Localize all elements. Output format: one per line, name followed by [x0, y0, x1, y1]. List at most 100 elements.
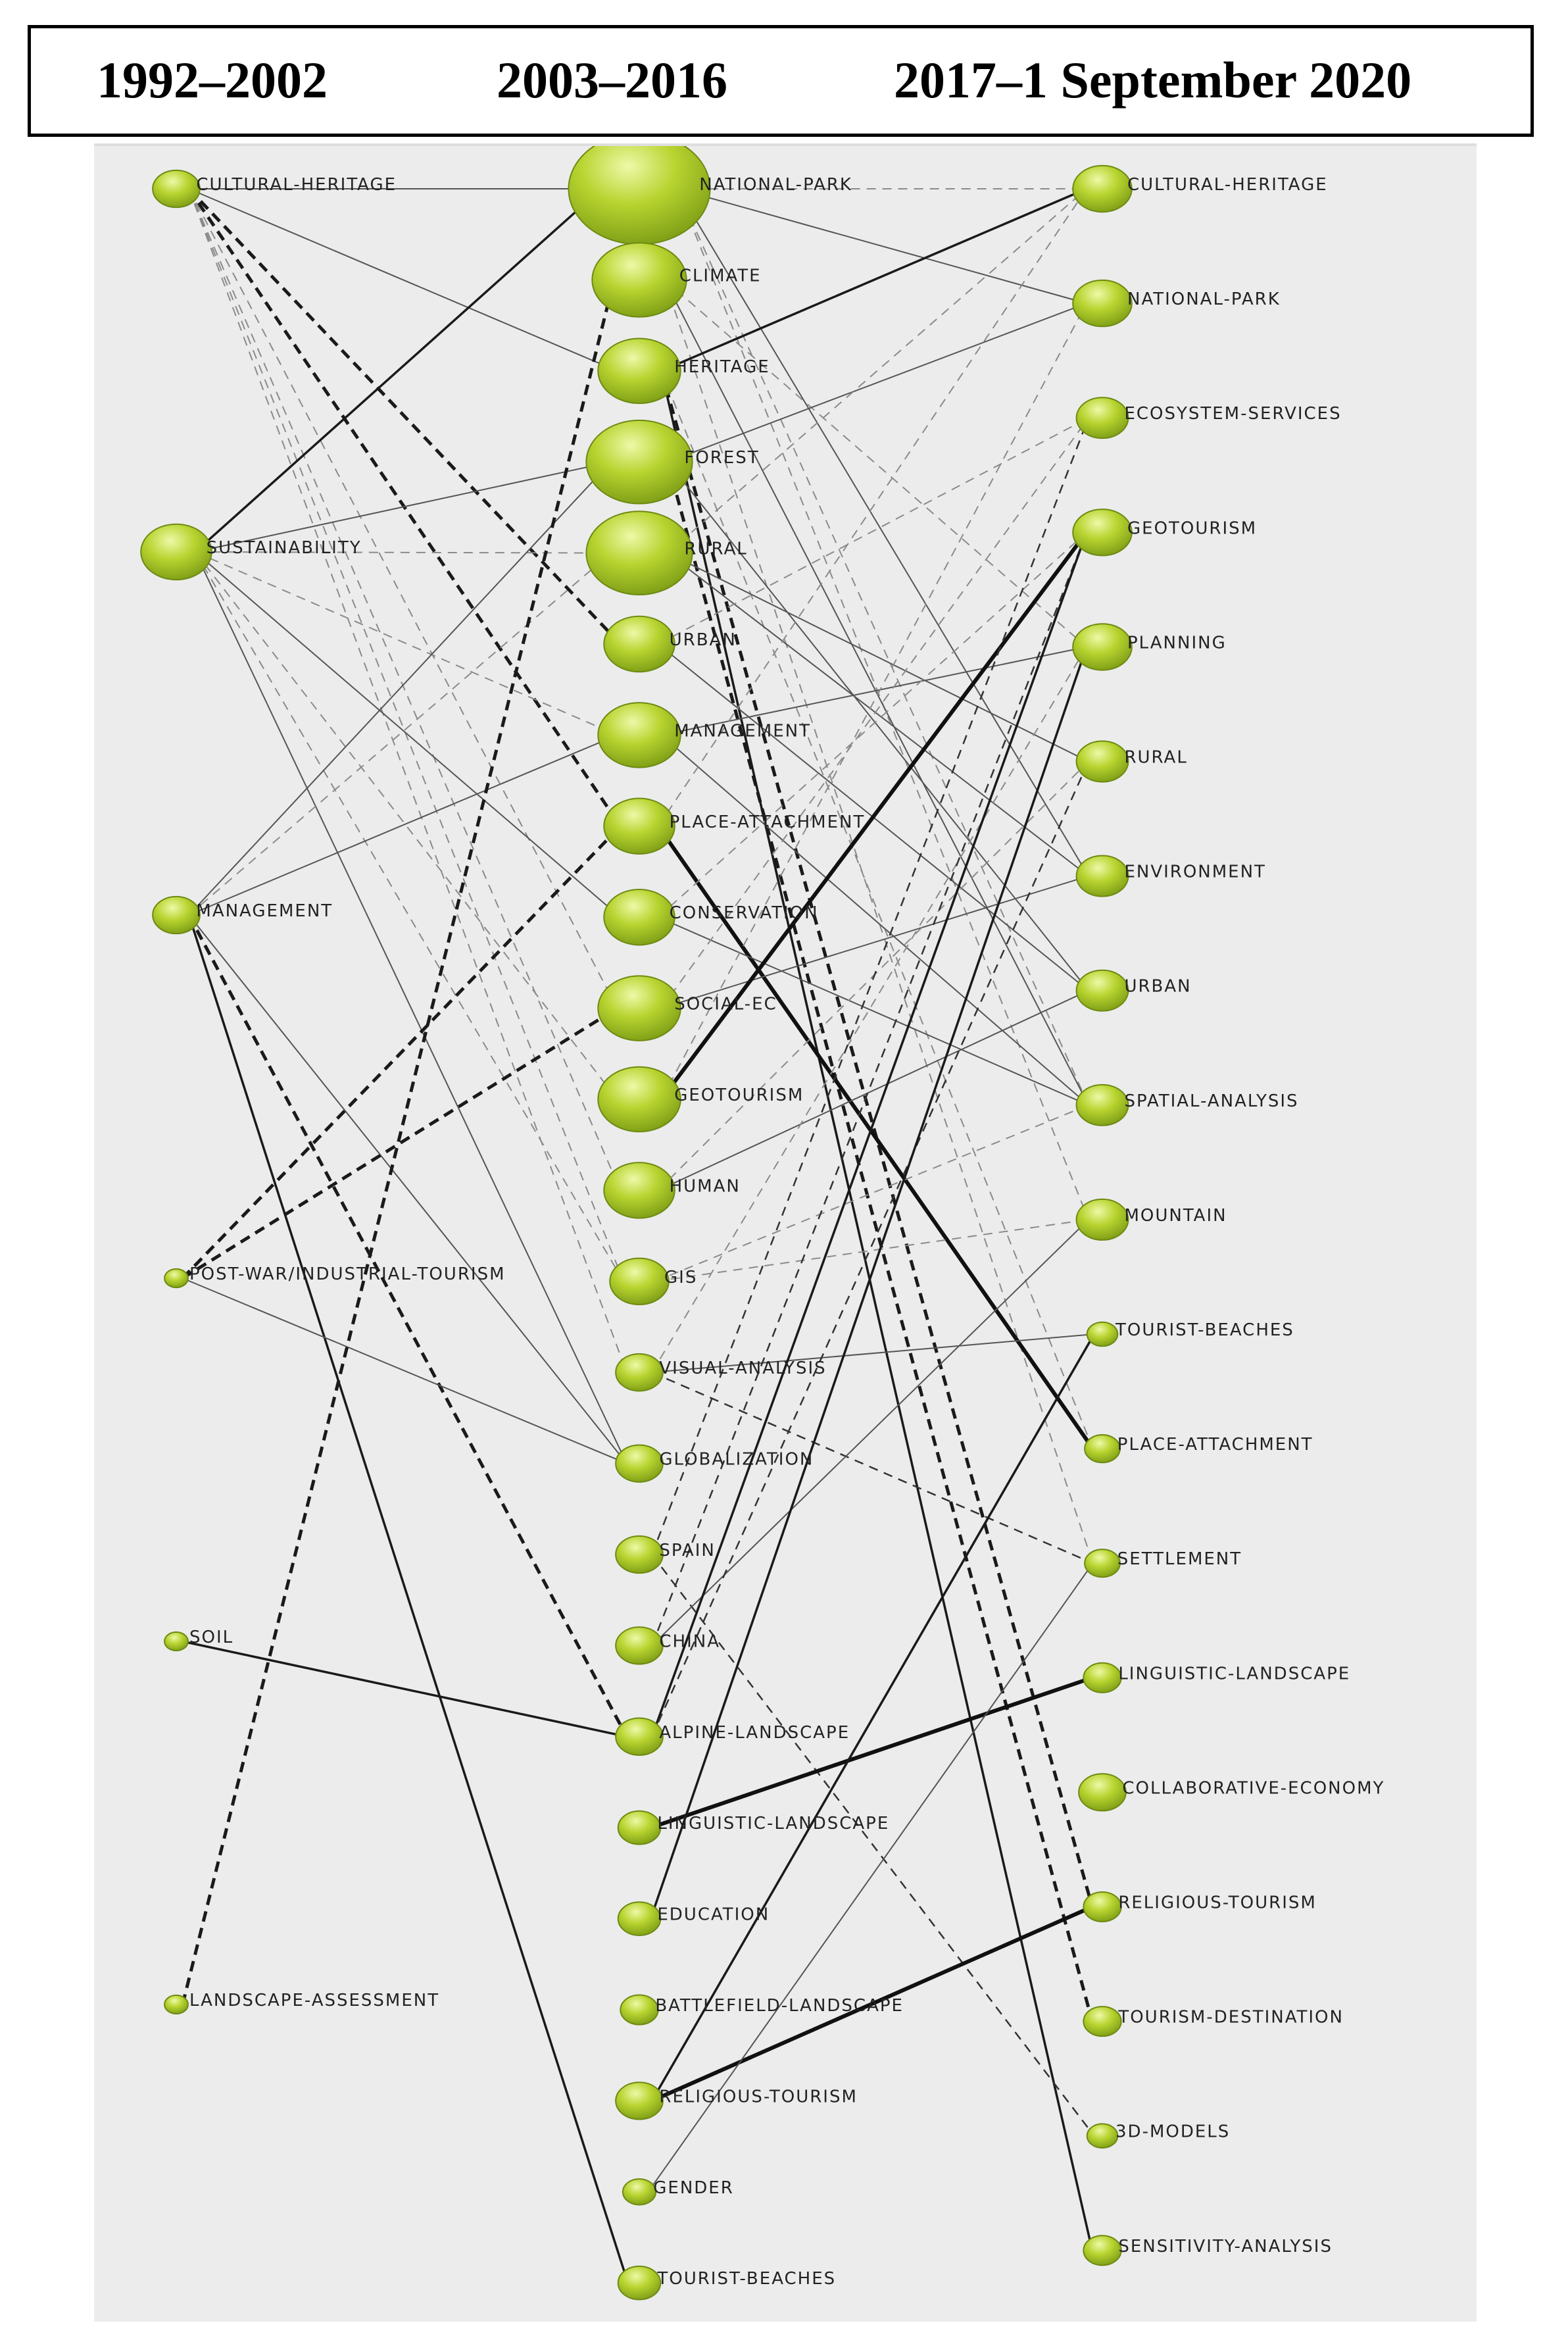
- node-circle[interactable]: [622, 2178, 657, 2206]
- node-circle[interactable]: [1072, 164, 1133, 213]
- node-circle[interactable]: [1086, 2123, 1119, 2149]
- node-c1-cultural-heritage[interactable]: CULTURAL-HERITAGE: [152, 169, 397, 209]
- node-circle[interactable]: [585, 419, 693, 505]
- node-circle[interactable]: [164, 1268, 189, 1289]
- node-circle[interactable]: [603, 615, 675, 673]
- node-circle[interactable]: [1072, 509, 1133, 557]
- node-c2-spain[interactable]: SPAIN: [615, 1535, 716, 1574]
- node-c2-education[interactable]: EDUCATION: [617, 1901, 770, 1936]
- node-c3-religious-tourism[interactable]: RELIGIOUS-TOURISM: [1083, 1891, 1317, 1923]
- node-circle[interactable]: [1072, 623, 1133, 671]
- node-circle[interactable]: [1084, 1549, 1121, 1578]
- node-c2-geotourism[interactable]: GEOTOURISM: [597, 1066, 804, 1133]
- node-circle[interactable]: [1075, 397, 1129, 439]
- node-circle[interactable]: [1078, 1773, 1127, 1812]
- node-c3-environment[interactable]: ENVIRONMENT: [1075, 855, 1266, 897]
- node-circle[interactable]: [585, 511, 693, 595]
- node-c3-cultural-heritage[interactable]: CULTURAL-HERITAGE: [1072, 164, 1328, 213]
- node-circle[interactable]: [152, 169, 201, 209]
- period-header: 1992–2002 2003–2016 2017–1 September 202…: [28, 25, 1534, 137]
- node-c2-visual-analysis[interactable]: VISUAL-ANALYSIS: [615, 1353, 826, 1392]
- node-circle[interactable]: [1075, 855, 1129, 897]
- node-c2-conservation[interactable]: CONSERVATION: [603, 888, 818, 946]
- node-circle[interactable]: [152, 895, 201, 935]
- node-circle[interactable]: [615, 2081, 664, 2120]
- node-circle[interactable]: [615, 1444, 664, 1483]
- node-c3-3d-models[interactable]: 3D-MODELS: [1086, 2122, 1231, 2149]
- node-c3-mountain[interactable]: MOUNTAIN: [1075, 1198, 1227, 1241]
- node-circle[interactable]: [609, 1257, 670, 1306]
- node-circle[interactable]: [1086, 1321, 1119, 1347]
- node-c3-sensitivity-analysis[interactable]: SENSITIVITY-ANALYSIS: [1083, 2235, 1333, 2266]
- node-c2-urban[interactable]: URBAN: [603, 615, 737, 673]
- node-circle[interactable]: [603, 797, 675, 855]
- node-circle[interactable]: [617, 2265, 662, 2301]
- node-circle[interactable]: [1083, 2006, 1122, 2037]
- node-c3-rural[interactable]: RURAL: [1075, 740, 1188, 783]
- node-c3-ecosystem-services[interactable]: ECOSYSTEM-SERVICES: [1075, 397, 1342, 439]
- node-c3-national-park[interactable]: NATIONAL-PARK: [1072, 279, 1281, 328]
- node-circle[interactable]: [597, 702, 681, 768]
- node-circle[interactable]: [1084, 1433, 1121, 1464]
- node-circle[interactable]: [597, 337, 681, 405]
- node-circle[interactable]: [597, 1066, 681, 1133]
- node-circle[interactable]: [615, 1535, 664, 1574]
- node-c2-climate[interactable]: CLIMATE: [591, 242, 761, 318]
- node-circle[interactable]: [603, 1162, 675, 1219]
- node-circle[interactable]: [615, 1353, 664, 1392]
- node-c3-place-attachment[interactable]: PLACE-ATTACHMENT: [1084, 1433, 1313, 1464]
- node-circle[interactable]: [1075, 1084, 1129, 1126]
- node-circle[interactable]: [1083, 1662, 1122, 1693]
- node-c3-tourism-destination[interactable]: TOURISM-DESTINATION: [1083, 2006, 1344, 2037]
- node-c2-globalization[interactable]: GLOBALIZATION: [615, 1444, 814, 1483]
- node-c1-sustainability[interactable]: SUSTAINABILITY: [140, 523, 361, 581]
- node-circle[interactable]: [597, 975, 681, 1041]
- node-circle[interactable]: [1075, 969, 1129, 1012]
- node-c1-post-war-industrial-tourism[interactable]: POST-WAR/INDUSTRIAL-TOURISM: [164, 1264, 505, 1289]
- node-circle[interactable]: [603, 888, 675, 946]
- node-circle[interactable]: [591, 242, 687, 318]
- node-c3-spatial-analysis[interactable]: SPATIAL-ANALYSIS: [1075, 1084, 1299, 1126]
- node-c2-management[interactable]: MANAGEMENT: [597, 702, 811, 768]
- node-circle[interactable]: [617, 1901, 662, 1936]
- node-circle[interactable]: [1083, 1891, 1122, 1923]
- node-c2-human[interactable]: HUMAN: [603, 1162, 741, 1219]
- node-c2-rural[interactable]: RURAL: [585, 511, 747, 595]
- node-c2-religious-tourism[interactable]: RELIGIOUS-TOURISM: [615, 2081, 858, 2120]
- node-c2-alpine-landscape[interactable]: ALPINE-LANDSCAPE: [615, 1717, 850, 1756]
- node-c3-collaborative-economy[interactable]: COLLABORATIVE-ECONOMY: [1078, 1773, 1384, 1812]
- node-circle[interactable]: [1075, 1198, 1129, 1241]
- node-c2-forest[interactable]: FOREST: [585, 419, 759, 505]
- node-c3-linguistic-landscape[interactable]: LINGUISTIC-LANDSCAPE: [1083, 1662, 1350, 1693]
- node-c1-soil[interactable]: SOIL: [164, 1628, 233, 1652]
- node-circle[interactable]: [164, 1631, 189, 1652]
- node-c3-settlement[interactable]: SETTLEMENT: [1084, 1549, 1242, 1578]
- node-c2-gis[interactable]: GIS: [609, 1257, 697, 1306]
- node-circle[interactable]: [1072, 279, 1133, 328]
- node-c2-heritage[interactable]: HERITAGE: [597, 337, 770, 405]
- node-c3-tourist-beaches[interactable]: TOURIST-BEACHES: [1086, 1320, 1294, 1347]
- node-circle[interactable]: [140, 523, 212, 581]
- node-c2-social-ec[interactable]: SOCIAL-EC: [597, 975, 777, 1041]
- node-c2-tourist-beaches[interactable]: TOURIST-BEACHES: [617, 2265, 836, 2301]
- node-circle[interactable]: [615, 1717, 664, 1756]
- node-c1-landscape-assessment[interactable]: LANDSCAPE-ASSESSMENT: [164, 1991, 439, 2015]
- node-circle[interactable]: [615, 1626, 664, 1665]
- node-circle[interactable]: [1075, 740, 1129, 783]
- node-c1-management[interactable]: MANAGEMENT: [152, 895, 333, 935]
- node-circle[interactable]: [620, 1994, 659, 2026]
- node-c2-national-park[interactable]: NATIONAL-PARK: [568, 146, 852, 245]
- link-c2-19-to-c3-4: [649, 646, 1088, 1920]
- node-c3-planning[interactable]: PLANNING: [1072, 623, 1227, 671]
- node-c3-geotourism[interactable]: GEOTOURISM: [1072, 509, 1257, 557]
- node-c2-place-attachment[interactable]: PLACE-ATTACHMENT: [603, 797, 865, 855]
- node-circle[interactable]: [568, 146, 711, 245]
- node-circle[interactable]: [164, 1994, 189, 2015]
- node-c2-linguistic-landscape[interactable]: LINGUISTIC-LANDSCAPE: [617, 1810, 890, 1845]
- node-c2-battlefield-landscape[interactable]: BATTLEFIELD-LANDSCAPE: [620, 1994, 904, 2026]
- node-circle[interactable]: [1083, 2235, 1122, 2266]
- node-c2-china[interactable]: CHINA: [615, 1626, 720, 1665]
- node-c3-urban[interactable]: URBAN: [1075, 969, 1192, 1012]
- node-circle[interactable]: [617, 1810, 662, 1845]
- node-c2-gender[interactable]: GENDER: [622, 2178, 734, 2206]
